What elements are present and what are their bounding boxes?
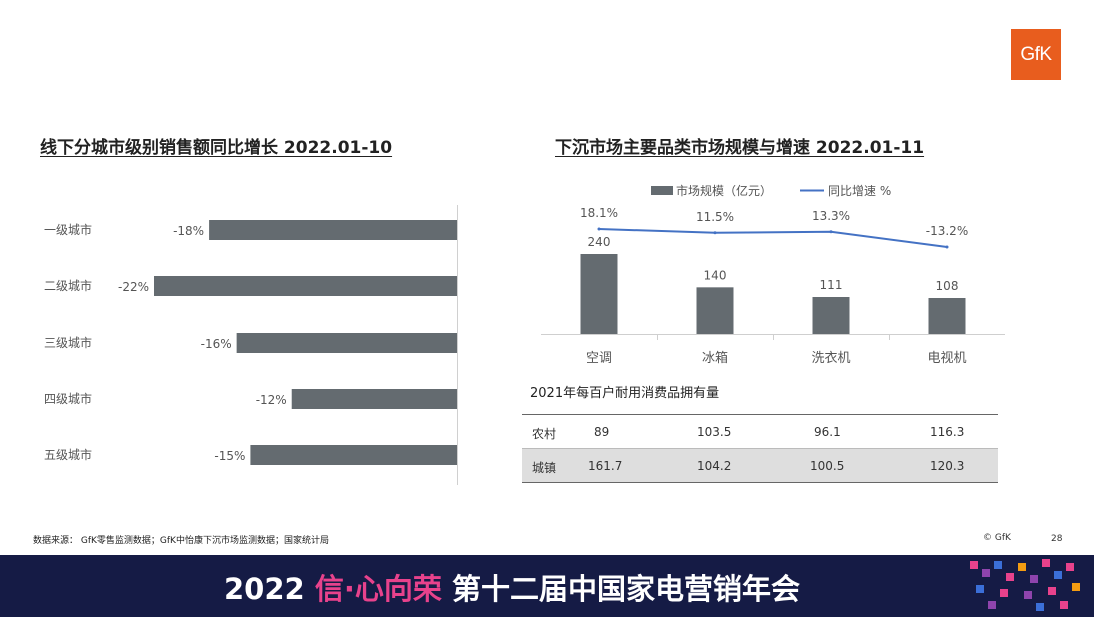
bar-value-label: -12% [256, 393, 287, 407]
bar-value-label: -16% [201, 337, 232, 351]
growth-line [598, 228, 948, 248]
table-row-rural: 农村 89 103.5 96.1 116.3 [522, 414, 998, 449]
legend-swatch-market-size [651, 186, 673, 195]
table-cell: 161.7 [588, 459, 623, 473]
copyright: © GfK [983, 533, 1011, 543]
growth-point [597, 227, 601, 231]
event-banner: 2022 信·心向荣 第十二届中国家电营销年会 [0, 555, 1094, 617]
category-label: 三级城市 [44, 335, 92, 350]
bar-value-label: 111 [820, 278, 843, 292]
bar [250, 445, 457, 465]
legend-label-market-size: 市场规模（亿元） [676, 183, 772, 198]
bar [209, 220, 457, 240]
growth-value-label: 13.3% [812, 209, 850, 223]
page-number: 28 [1051, 534, 1063, 544]
table-cell: 89 [594, 425, 610, 439]
category-label: 空调 [586, 351, 612, 366]
gfk-logo: GfK [1011, 29, 1061, 80]
bar-value-label: 108 [936, 279, 959, 293]
table-cell: 100.5 [810, 459, 845, 473]
category-label: 电视机 [927, 351, 966, 366]
growth-point [829, 230, 833, 234]
category-label: 五级城市 [44, 447, 92, 462]
table-cell: 96.1 [814, 425, 841, 439]
table-row-urban: 城镇 161.7 104.2 100.5 120.3 [522, 449, 998, 483]
legend-label-growth: 同比增速 % [828, 184, 891, 198]
category-label: 洗衣机 [811, 350, 850, 366]
bar [580, 254, 618, 334]
bar-value-label: -15% [214, 449, 245, 463]
bar-value-label: 240 [588, 235, 611, 249]
row-label: 农村 [532, 427, 557, 441]
row-label: 城镇 [532, 461, 557, 475]
banner-mosaic-decoration [970, 559, 1080, 611]
banner-year: 2022 [224, 572, 315, 606]
bar [928, 298, 966, 334]
table-cell: 104.2 [697, 459, 732, 473]
growth-point [945, 245, 949, 249]
category-label: 冰箱 [702, 350, 728, 366]
right-chart-title: 下沉市场主要品类市场规模与增速 2022.01-11 [555, 138, 925, 158]
category-label: 二级城市 [44, 278, 92, 293]
banner-text: 2022 信·心向荣 第十二届中国家电营销年会 [224, 566, 800, 608]
table-cell: 103.5 [697, 425, 732, 439]
bar-value-label: -22% [118, 280, 149, 294]
growth-point [713, 231, 717, 235]
category-label: 四级城市 [44, 391, 92, 406]
bar [154, 276, 457, 296]
table-cell: 116.3 [930, 425, 965, 439]
data-source-note: 数据来源： GfK零售监测数据；GfK中怡康下沉市场监测数据；国家统计局 [33, 536, 329, 546]
bar-value-label: -18% [173, 224, 204, 238]
bar [236, 333, 457, 353]
bar [812, 297, 850, 334]
table-cell: 120.3 [930, 459, 965, 473]
bar-value-label: 140 [704, 268, 727, 282]
banner-event: 第十二届中国家电营销年会 [441, 572, 800, 606]
ownership-table-title: 2021年每百户耐用消费品拥有量 [530, 386, 720, 401]
growth-value-label: -13.2% [926, 224, 968, 238]
bar [696, 287, 734, 334]
category-label: 一级城市 [44, 222, 92, 237]
growth-value-label: 11.5% [696, 210, 734, 224]
banner-slogan: 信·心向荣 [314, 572, 442, 606]
ownership-table: 农村 89 103.5 96.1 116.3 城镇 161.7 104.2 10… [522, 414, 998, 483]
left-chart-title: 线下分城市级别销售额同比增长 2022.01-10 [40, 138, 393, 158]
bar [291, 389, 457, 409]
growth-value-label: 18.1% [580, 206, 618, 220]
